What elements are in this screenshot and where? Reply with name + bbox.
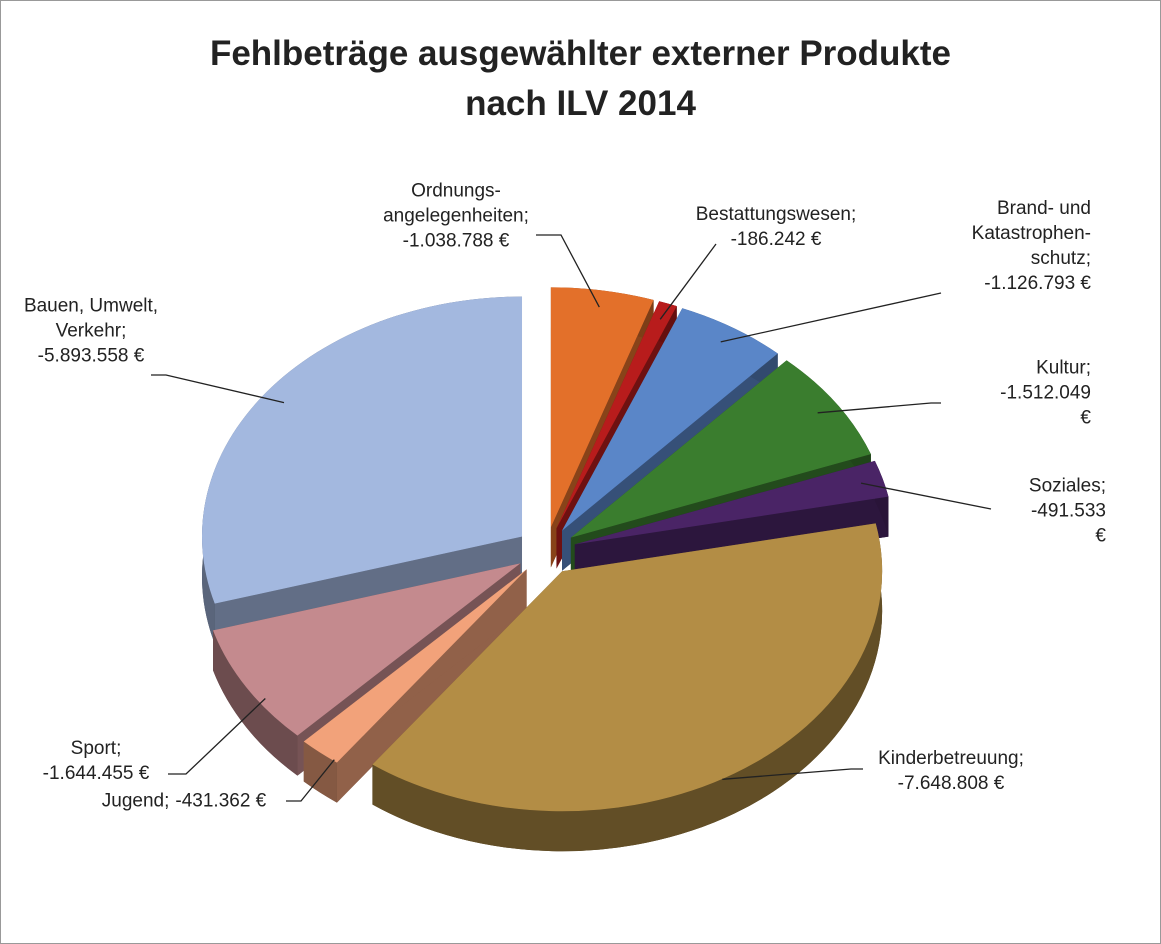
leader-line bbox=[720, 292, 942, 343]
label-separator: ; bbox=[1018, 748, 1024, 769]
label-separator: ; bbox=[1085, 248, 1091, 269]
category-label: Ordnungs- angelegenheiten bbox=[383, 180, 524, 227]
data-label: Bauen, Umwelt, Verkehr; -5.893.558 € bbox=[24, 294, 158, 369]
slice bbox=[372, 523, 883, 852]
value-label: -1.512.049 € bbox=[1000, 382, 1091, 429]
data-label: Kinderbetreuung; -7.648.808 € bbox=[878, 746, 1024, 796]
label-separator: ; bbox=[164, 790, 170, 812]
value-label: -186.242 € bbox=[730, 229, 822, 250]
category-label: Soziales bbox=[1028, 475, 1101, 497]
leader-line bbox=[168, 698, 266, 775]
leader-line bbox=[722, 768, 863, 780]
value-label: -7.648.808 € bbox=[897, 773, 1005, 794]
value-label: -1.126.793 € bbox=[984, 273, 1091, 294]
label-separator: ; bbox=[116, 738, 122, 759]
value-label: -431.362 € bbox=[175, 790, 267, 812]
leader-line bbox=[659, 243, 717, 320]
slice-wall bbox=[372, 523, 883, 852]
label-separator: ; bbox=[1085, 357, 1091, 379]
data-label: Soziales; -491.533 € bbox=[1029, 474, 1106, 549]
category-label: Bauen, Umwelt, Verkehr bbox=[23, 295, 159, 342]
leader-line bbox=[817, 402, 941, 414]
value-label: -491.533 € bbox=[1030, 500, 1106, 547]
slice-top bbox=[570, 360, 871, 538]
category-label: Bestattungswesen bbox=[695, 204, 851, 225]
data-label: Jugend; -431.362 € bbox=[102, 789, 266, 814]
value-label: -1.644.455 € bbox=[42, 763, 150, 784]
slice-top bbox=[556, 301, 677, 529]
leader-line bbox=[286, 759, 335, 802]
label-separator: ; bbox=[850, 204, 857, 225]
category-label: Kinderbetreuung bbox=[878, 748, 1019, 769]
leader-line bbox=[536, 234, 600, 308]
label-separator: ; bbox=[121, 320, 127, 342]
slice-top bbox=[202, 296, 523, 604]
category-label: Kultur bbox=[1036, 357, 1086, 379]
slice-top bbox=[574, 460, 889, 545]
category-label: Jugend bbox=[101, 790, 165, 812]
slice-top bbox=[550, 287, 654, 528]
label-separator: ; bbox=[523, 205, 529, 227]
data-label: Kultur; -1.512.049 € bbox=[1000, 356, 1091, 431]
slice-wall bbox=[213, 630, 298, 776]
slice bbox=[303, 569, 527, 803]
leader-line bbox=[860, 482, 992, 510]
data-label: Ordnungs- angelegenheiten; -1.038.788 € bbox=[383, 179, 529, 254]
data-label: Brand- und Katastrophen- schutz; -1.126.7… bbox=[972, 196, 1091, 296]
leader-line bbox=[151, 374, 285, 404]
slice-top bbox=[303, 569, 527, 763]
data-label: Sport; -1.644.455 € bbox=[43, 736, 150, 786]
slice-top bbox=[372, 523, 883, 812]
value-label: -1.038.788 € bbox=[402, 230, 510, 252]
chart-title: Fehlbeträge ausgewählter externer Produk… bbox=[209, 34, 952, 123]
slice-top bbox=[562, 308, 778, 531]
label-separator: ; bbox=[1100, 475, 1106, 497]
category-label: Sport bbox=[70, 738, 117, 759]
value-label: -5.893.558 € bbox=[37, 345, 145, 367]
slice-top bbox=[213, 563, 521, 736]
category-label: Brand- und Katastrophen- schutz bbox=[971, 198, 1091, 269]
data-label: Bestattungswesen; -186.242 € bbox=[696, 202, 857, 252]
